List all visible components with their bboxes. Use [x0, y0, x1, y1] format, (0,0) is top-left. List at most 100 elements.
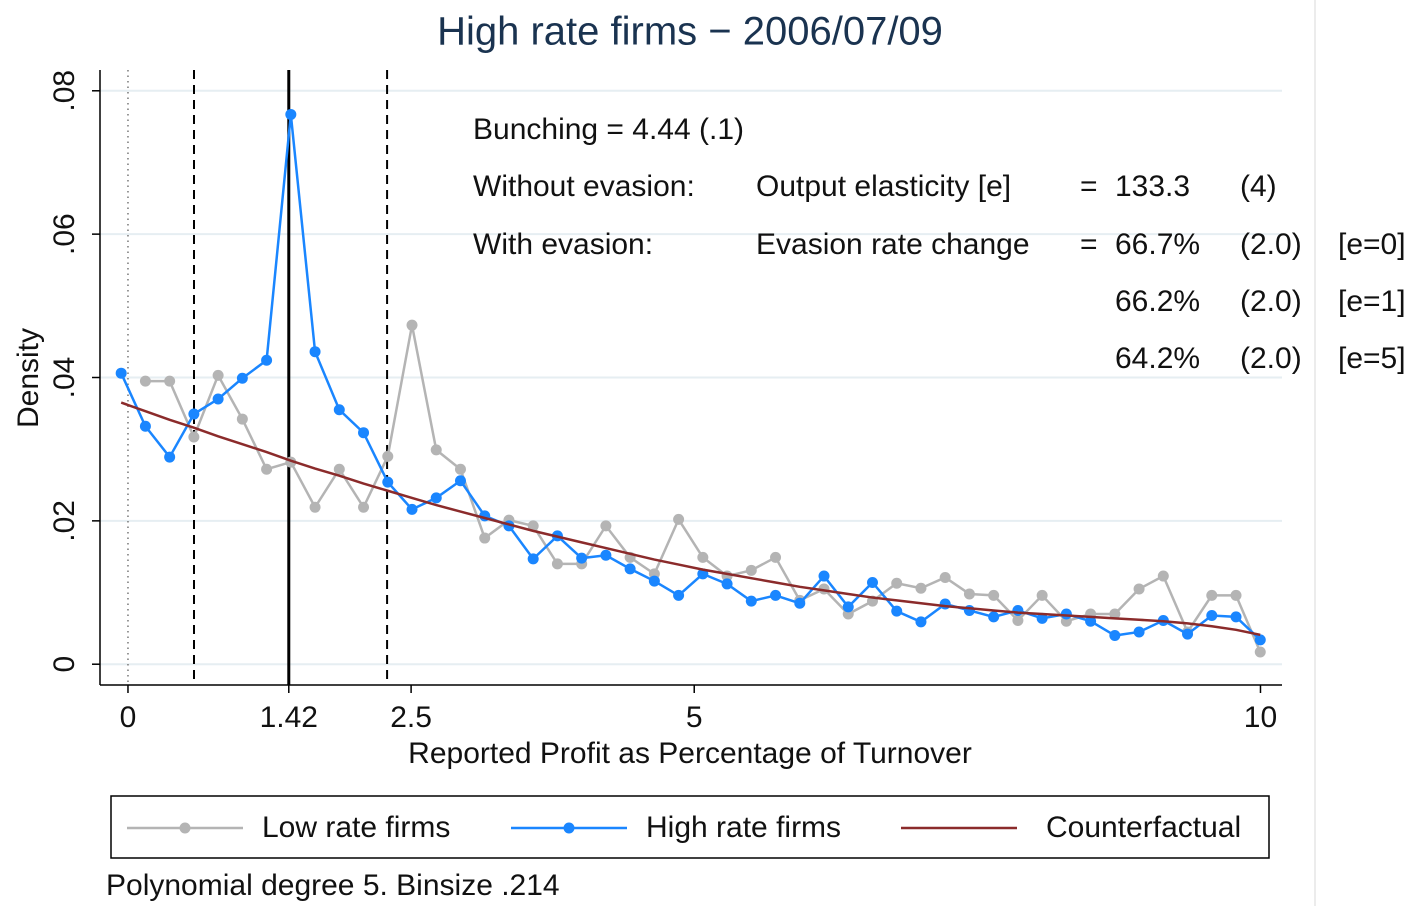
data-point	[1133, 583, 1145, 595]
data-point	[406, 319, 418, 331]
data-point	[285, 108, 297, 120]
data-point	[430, 444, 442, 456]
data-point	[770, 551, 782, 563]
data-point	[527, 520, 539, 532]
data-point	[818, 570, 830, 582]
data-point	[382, 476, 394, 488]
data-point	[1085, 615, 1097, 627]
data-point	[309, 346, 321, 358]
data-point	[576, 552, 588, 564]
annotation: 66.7%	[1115, 228, 1200, 261]
legend-label: Low rate firms	[262, 811, 450, 844]
data-point	[1230, 611, 1242, 623]
x-tick-label: 10	[1244, 701, 1277, 734]
data-point	[1012, 604, 1024, 616]
data-point	[600, 549, 612, 561]
annotation: (2.0)	[1240, 285, 1302, 318]
x-tick-label: 5	[686, 701, 703, 734]
data-point	[406, 503, 418, 515]
x-tick-label: 0	[120, 701, 137, 734]
data-point	[551, 558, 563, 570]
annotation: =	[1080, 170, 1098, 203]
y-tick-label: .04	[48, 357, 81, 399]
annotation: [e=0]	[1338, 228, 1406, 261]
data-point	[1230, 589, 1242, 601]
annotation: =	[1080, 228, 1098, 261]
data-point	[261, 463, 273, 475]
annotation: Without evasion:	[473, 170, 695, 203]
data-point	[1206, 609, 1218, 621]
data-point	[1012, 614, 1024, 626]
data-point	[527, 553, 539, 565]
data-point	[988, 611, 1000, 623]
annotation: Bunching = 4.44 (.1)	[473, 113, 744, 146]
y-tick-label: 0	[48, 656, 81, 673]
data-point	[939, 571, 951, 583]
annotation: Evasion rate change	[756, 228, 1030, 261]
data-point	[915, 616, 927, 628]
data-point	[915, 582, 927, 594]
data-point	[891, 605, 903, 617]
data-point	[1036, 589, 1048, 601]
data-point	[309, 501, 321, 513]
data-point	[236, 372, 248, 384]
data-point	[648, 575, 660, 587]
data-point	[697, 551, 709, 563]
data-point	[842, 601, 854, 613]
data-point	[139, 420, 151, 432]
data-point	[600, 520, 612, 532]
data-point	[745, 595, 757, 607]
data-point	[261, 354, 273, 366]
data-point	[358, 501, 370, 513]
legend-label: High rate firms	[646, 811, 841, 844]
y-axis-title: Density	[12, 328, 45, 428]
data-point	[1206, 589, 1218, 601]
data-point	[430, 492, 442, 504]
annotation: With evasion:	[473, 228, 653, 261]
annotation: [e=5]	[1338, 342, 1406, 375]
data-point	[939, 598, 951, 610]
data-point	[382, 450, 394, 462]
data-point	[454, 475, 466, 487]
chart-title: High rate firms − 2006/07/09	[437, 10, 943, 54]
data-point	[115, 367, 127, 379]
legend-box	[110, 795, 1270, 859]
data-point	[358, 427, 370, 439]
legend-label: Counterfactual	[1046, 811, 1241, 844]
x-tick-label: 2.5	[390, 701, 432, 734]
x-axis-title: Reported Profit as Percentage of Turnove…	[408, 737, 972, 770]
data-point	[963, 604, 975, 616]
data-point	[212, 393, 224, 405]
data-point	[188, 408, 200, 420]
data-point	[988, 589, 1000, 601]
legend-marker	[563, 822, 575, 834]
data-point	[236, 413, 248, 425]
legend-marker	[179, 822, 191, 834]
data-point	[479, 532, 491, 544]
data-point	[963, 588, 975, 600]
data-point	[1109, 630, 1121, 642]
data-point	[1182, 628, 1194, 640]
data-point	[1133, 626, 1145, 638]
data-point	[770, 589, 782, 601]
annotation: [e=1]	[1338, 285, 1406, 318]
annotation: (4)	[1240, 170, 1277, 203]
data-point	[333, 404, 345, 416]
y-tick-label: .02	[48, 500, 81, 542]
data-point	[1157, 570, 1169, 582]
data-point	[673, 589, 685, 601]
data-point	[164, 375, 176, 387]
data-point	[721, 578, 733, 590]
y-tick-label: .08	[48, 70, 81, 112]
data-point	[1109, 608, 1121, 620]
annotation: 133.3	[1115, 170, 1190, 203]
data-point	[212, 369, 224, 381]
data-point	[1036, 612, 1048, 624]
series-line	[120, 401, 1261, 637]
data-point	[673, 513, 685, 525]
annotation: Output elasticity [e]	[756, 170, 1011, 203]
data-point	[1254, 634, 1266, 646]
data-point	[454, 463, 466, 475]
